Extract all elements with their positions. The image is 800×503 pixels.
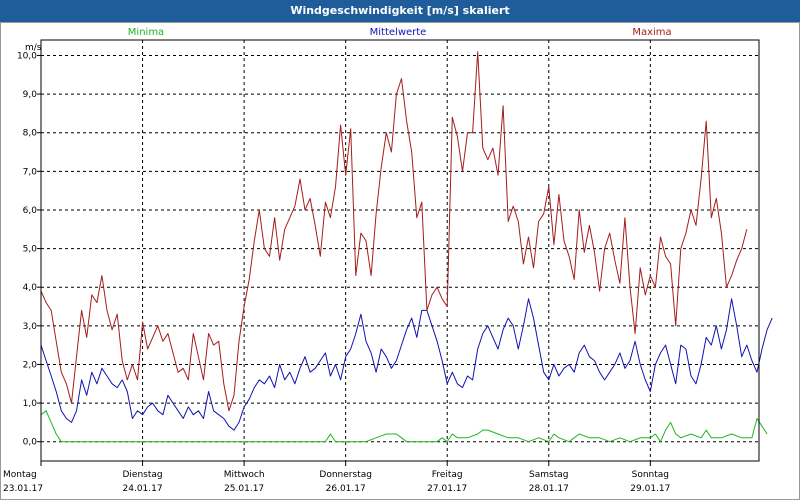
x-axis-ticks: Montag 23.01.17 Dienstag 24.01.17 Mittwoch 25… [3,461,670,494]
y-tick-label: 4,0 [23,283,38,293]
x-tick-day-label: Sonntag [632,470,669,480]
x-tick-date-label: 27.01.17 [427,484,467,494]
y-axis-ticks: 0,0 1,0 2,0 3,0 4,0 5,0 6,0 7,0 8,0 9,0 10,0 [17,51,41,448]
series-lines [40,51,773,443]
y-tick-label: 7,0 [23,167,38,177]
chart-title-bar: Windgeschwindigkeit [m/s] skaliert [0,0,800,22]
y-tick-label: 0,0 [23,438,38,448]
legend-mittelwerte: Mittelwerte [370,27,427,38]
y-tick-label: 8,0 [23,129,38,139]
y-tick-label: 1,0 [23,399,38,409]
chart-frame: Minima Mittelwerte Maxima m/s 0,0 1,0 2,0 3… [0,22,800,500]
x-tick-day-label: Donnerstag [319,470,372,480]
x-tick-date-label: 24.01.17 [123,484,163,494]
chart-title: Windgeschwindigkeit [m/s] skaliert [290,4,510,17]
x-tick-day-label: Montag [3,470,37,480]
wind-speed-chart: Minima Mittelwerte Maxima m/s 0,0 1,0 2,0 3… [3,27,773,494]
x-tick-day-label: Samstag [529,470,568,480]
plot-area [40,39,760,462]
y-axis-unit-label: m/s [25,43,42,53]
legend-maxima: Maxima [632,27,671,38]
x-tick-date-label: 25.01.17 [224,484,264,494]
series-line-minima [40,410,768,443]
y-tick-label: 5,0 [23,245,38,255]
y-tick-label: 9,0 [23,90,38,100]
y-tick-label: 10,0 [17,51,37,61]
y-tick-label: 6,0 [23,206,38,216]
y-tick-label: 2,0 [23,360,38,370]
y-tick-label: 3,0 [23,322,38,332]
series-line-mittelwerte [40,298,773,431]
x-tick-day-label: Mittwoch [224,470,265,480]
x-tick-day-label: Freitag [432,470,463,480]
series-line-maxima [40,51,748,412]
x-tick-date-label: 26.01.17 [326,484,366,494]
legend-minima: Minima [128,27,164,38]
x-tick-date-label: 28.01.17 [529,484,569,494]
x-tick-date-label: 29.01.17 [630,484,670,494]
grid-lines [41,40,759,461]
x-tick-day-label: Dienstag [122,470,162,480]
x-tick-date-label: 23.01.17 [3,484,43,494]
